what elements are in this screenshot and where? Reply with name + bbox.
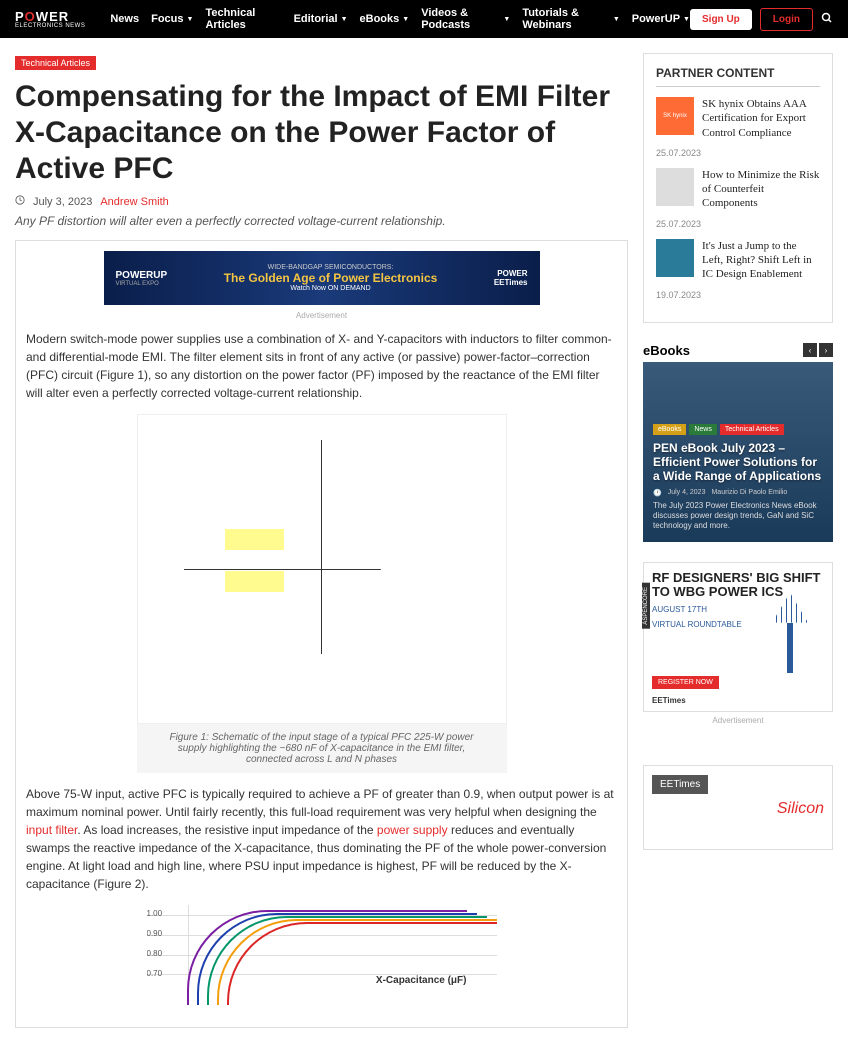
ad-banner-top[interactable]: POWERUP VIRTUAL EXPO WIDE-BANDGAP SEMICO… (104, 251, 540, 305)
logo-o-accent: O (25, 9, 36, 24)
ad-powerup-sub: VIRTUAL EXPO (116, 281, 168, 287)
chevron-down-icon: ▼ (402, 16, 409, 23)
ad-line1: WIDE-BANDGAP SEMICONDUCTORS: (179, 264, 482, 271)
ad-label-side: Advertisement (643, 716, 833, 725)
top-navbar: POWER ELECTRONICS NEWS News Focus▼ Technic… (0, 0, 848, 38)
partner-item[interactable]: How to Minimize the Risk of Counterfeit … (656, 168, 820, 211)
sidebar: PARTNER CONTENT SK hynixSK hynix Obtains… (643, 53, 833, 1028)
register-button[interactable]: REGISTER NOW (652, 676, 719, 689)
ad-powerup-label: POWERUP (116, 270, 168, 281)
figure-2-chart: 1.00 0.90 0.80 0.70 X-Capacitance (μF) (147, 905, 497, 1005)
power-supply-link[interactable]: power supply (377, 823, 448, 837)
ebooks-section: eBooks ‹ › eBooks News Technical Article… (643, 343, 833, 542)
input-filter-link[interactable]: input filter (26, 823, 77, 837)
article-meta: July 3, 2023 Andrew Smith (15, 195, 628, 208)
ebook-title: PEN eBook July 2023 – Efficient Power So… (653, 441, 823, 483)
nav-item-focus[interactable]: Focus▼ (151, 7, 193, 31)
article-title: Compensating for the Impact of EMI Filte… (15, 79, 628, 187)
paragraph-2: Above 75-W input, active PFC is typicall… (26, 785, 617, 893)
paragraph-1: Modern switch-mode power supplies use a … (26, 330, 617, 402)
ebook-clock-icon: 🕐 (653, 489, 662, 497)
chevron-down-icon: ▼ (341, 16, 348, 23)
login-button[interactable]: Login (760, 8, 813, 31)
partner-title: It's Just a Jump to the Left, Right? Shi… (702, 239, 820, 282)
ebook-date: July 4, 2023 (668, 489, 706, 497)
author-link[interactable]: Andrew Smith (100, 196, 168, 208)
ad-line2: The Golden Age of Power Electronics (179, 271, 482, 285)
chevron-down-icon: ▼ (613, 16, 620, 23)
ebooks-heading: eBooks (643, 343, 690, 358)
antenna-icon (767, 593, 817, 673)
chevron-down-icon: ▼ (683, 16, 690, 23)
article-body: POWERUP VIRTUAL EXPO WIDE-BANDGAP SEMICO… (15, 240, 628, 1028)
article-date: July 3, 2023 (33, 196, 92, 208)
search-icon[interactable] (821, 12, 833, 27)
nav-item-tutorials-webinars[interactable]: Tutorials & Webinars▼ (522, 7, 619, 31)
clock-icon (15, 195, 25, 208)
category-tag[interactable]: Technical Articles (15, 56, 96, 70)
partner-content-box: PARTNER CONTENT SK hynixSK hynix Obtains… (643, 53, 833, 323)
ad-line3: Watch Now ON DEMAND (179, 285, 482, 292)
partner-thumb: SK hynix (656, 97, 694, 135)
nav-item-news[interactable]: News (110, 7, 139, 31)
main-nav: News Focus▼ Technical Articles Editorial▼ eB… (110, 7, 690, 31)
partner-item[interactable]: SK hynixSK hynix Obtains AAA Certificati… (656, 97, 820, 140)
figure-1-caption: Figure 1: Schematic of the input stage o… (137, 724, 507, 773)
nav-item-technical-articles[interactable]: Technical Articles (205, 7, 281, 31)
chart-curve (227, 922, 497, 1005)
silicon-label: Silicon (652, 800, 824, 818)
aspencore-label: ASPENCORE (642, 583, 650, 629)
eetimes-badge: EETimes (652, 775, 708, 794)
partner-heading: PARTNER CONTENT (656, 66, 820, 87)
partner-date: 25.07.2023 (656, 219, 820, 229)
figure-1-schematic (137, 414, 507, 724)
partner-thumb (656, 239, 694, 277)
nav-item-powerup[interactable]: PowerUP▼ (632, 7, 690, 31)
nav-item-ebooks[interactable]: eBooks▼ (360, 7, 410, 31)
signup-button[interactable]: Sign Up (690, 9, 752, 30)
figure-2: 1.00 0.90 0.80 0.70 X-Capacitance (μF) (26, 905, 617, 1005)
ad-right1: POWER (494, 269, 528, 278)
nav-item-videos-podcasts[interactable]: Videos & Podcasts▼ (421, 7, 510, 31)
ebook-tag-1[interactable]: eBooks (653, 424, 686, 435)
ytick-1: 0.90 (147, 929, 163, 938)
partner-thumb (656, 168, 694, 206)
ad-right2: EETimes (494, 278, 528, 287)
sidebar-ad-rf[interactable]: ASPENCORE RF DESIGNERS' BIG SHIFT TO WBG… (643, 562, 833, 712)
auth-buttons: Sign Up Login (690, 8, 833, 31)
article-subtitle: Any PF distortion will alter even a perf… (15, 214, 628, 228)
side-ad-footer: EETimes (652, 696, 686, 705)
ebook-tag-2[interactable]: News (689, 424, 717, 435)
ytick-0: 1.00 (147, 909, 163, 918)
partner-item[interactable]: It's Just a Jump to the Left, Right? Shi… (656, 239, 820, 282)
chevron-down-icon: ▼ (187, 16, 194, 23)
partner-title: SK hynix Obtains AAA Certification for E… (702, 97, 820, 140)
sidebar-ad-silicon[interactable]: EETimes Silicon (643, 765, 833, 850)
partner-title: How to Minimize the Risk of Counterfeit … (702, 168, 820, 211)
chevron-down-icon: ▼ (503, 16, 510, 23)
partner-date: 19.07.2023 (656, 290, 820, 300)
partner-date: 25.07.2023 (656, 148, 820, 158)
ytick-3: 0.70 (147, 969, 163, 978)
nav-item-editorial[interactable]: Editorial▼ (294, 7, 348, 31)
site-logo[interactable]: POWER ELECTRONICS NEWS (15, 10, 85, 29)
figure-1: Figure 1: Schematic of the input stage o… (26, 414, 617, 773)
ebook-card[interactable]: eBooks News Technical Articles PEN eBook… (643, 362, 833, 542)
ad-label: Advertisement (26, 311, 617, 320)
ebook-tag-3[interactable]: Technical Articles (720, 424, 784, 435)
logo-subtitle: ELECTRONICS NEWS (15, 23, 85, 29)
ebook-description: The July 2023 Power Electronics News eBo… (653, 501, 823, 532)
ebooks-next-icon[interactable]: › (819, 343, 833, 357)
ebook-author: Maurizio Di Paolo Emilio (711, 489, 787, 497)
ebooks-prev-icon[interactable]: ‹ (803, 343, 817, 357)
main-content: Technical Articles Compensating for the … (15, 53, 628, 1028)
ytick-2: 0.80 (147, 949, 163, 958)
